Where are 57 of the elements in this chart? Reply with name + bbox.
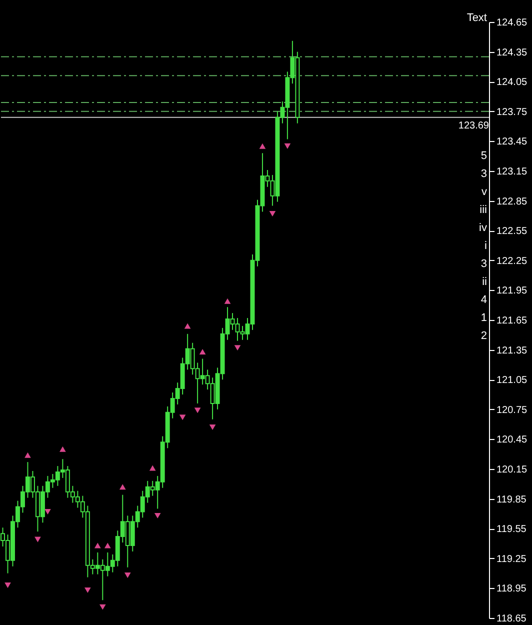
point (259, 143, 266, 149)
point (99, 604, 106, 610)
annotation: 5 (480, 150, 487, 162)
point (4, 582, 11, 588)
annotation: 4 (480, 294, 487, 306)
y-tick-label: 118.95 (496, 584, 527, 595)
y-tick-label: 121.05 (496, 375, 528, 386)
y-tick-label: 123.45 (496, 136, 528, 148)
point (154, 512, 161, 518)
y-tick-label: 121.65 (496, 316, 528, 326)
point (199, 349, 206, 355)
annotation: 1 (480, 312, 487, 324)
ref-line-label: 123.69 (458, 120, 490, 132)
point (209, 424, 216, 430)
y-tick-label: 124.65 (496, 18, 528, 28)
annotation: ii (482, 276, 487, 288)
annotation: 3 (480, 258, 487, 270)
y-tick-label: 124.35 (496, 47, 528, 58)
point (224, 298, 231, 304)
point (104, 542, 111, 548)
point (234, 345, 241, 351)
point (119, 484, 126, 490)
y-tick-label: 124.05 (496, 77, 528, 88)
point (124, 572, 131, 578)
point (84, 587, 91, 593)
y-tick-label: 120.75 (496, 404, 528, 416)
point (184, 323, 191, 329)
annotation: iv (479, 222, 488, 234)
annotation: iii (480, 204, 487, 216)
point (34, 536, 41, 542)
y-tick-label: 118.65 (496, 614, 527, 624)
y-tick-label: 121.35 (496, 345, 528, 356)
annotation: i (484, 240, 487, 252)
y-tick-label: 121.95 (496, 286, 528, 297)
y-tick-label: 122.55 (496, 226, 528, 238)
point (44, 508, 51, 514)
point (60, 446, 66, 452)
point (179, 414, 186, 420)
point (94, 542, 101, 548)
point (194, 408, 201, 414)
y-tick-label: 119.25 (496, 554, 527, 565)
annotation: v (482, 186, 488, 198)
point (284, 143, 291, 149)
annotation: 3 (480, 168, 487, 180)
point (149, 465, 156, 471)
y-tick-label: 120.45 (496, 434, 528, 446)
point (24, 452, 31, 458)
y-tick-label: 122.25 (496, 256, 528, 267)
y-tick-label: 119.55 (496, 524, 527, 536)
annotation: Text (466, 12, 487, 24)
y-tick-label: 123.75 (496, 106, 528, 118)
annotation: 2 (480, 330, 487, 342)
y-tick-label: 119.85 (496, 494, 527, 506)
y-tick-label: 123.15 (496, 166, 528, 178)
y-tick-label: 120.15 (496, 464, 528, 476)
point (269, 210, 276, 216)
y-tick-label: 122.85 (496, 196, 528, 208)
